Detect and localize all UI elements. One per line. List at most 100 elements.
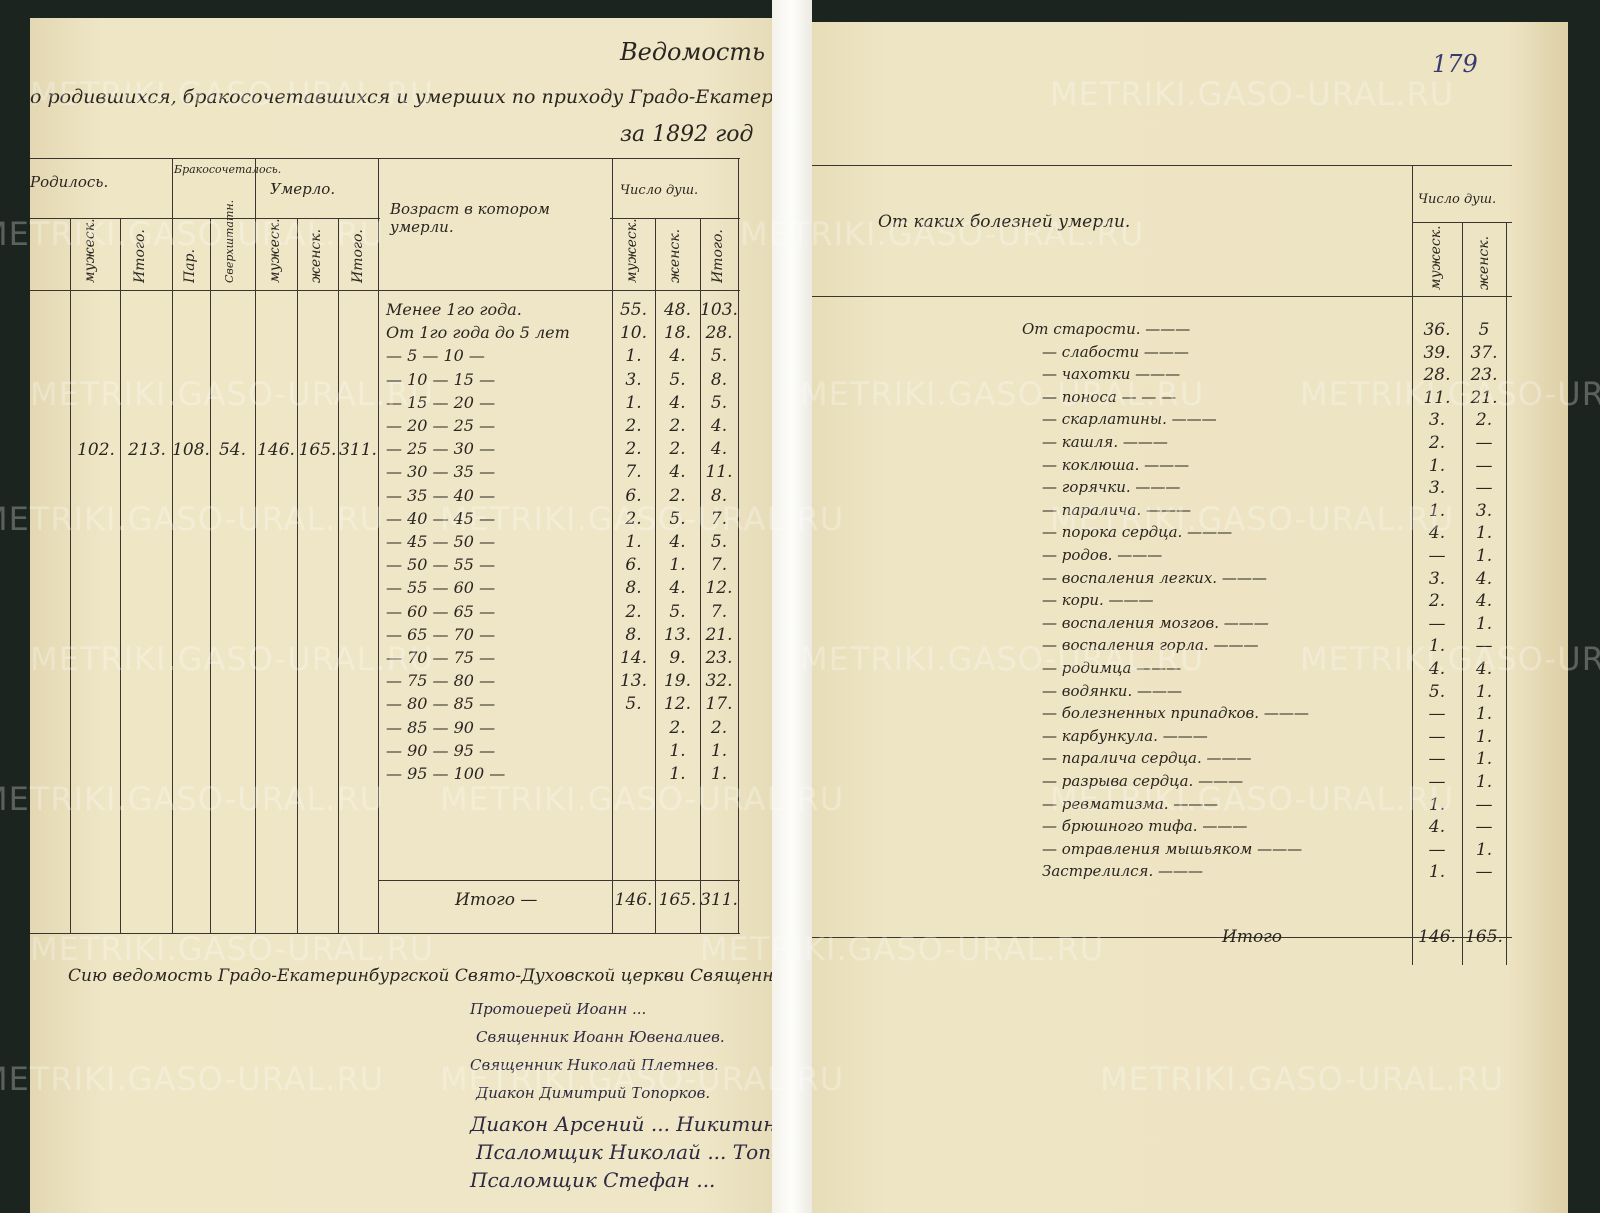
signature: Священник Николай Плетнев. xyxy=(470,1056,719,1074)
watermark-text: METRIKI.GASO-URAL.RU xyxy=(0,1060,385,1098)
disease-name: — карбункула. ——— xyxy=(1042,726,1208,745)
disease-name: — кашля. ——— xyxy=(1042,433,1168,451)
died-female: 165. xyxy=(298,440,337,460)
count-female: — xyxy=(1475,862,1493,883)
count-total: 32. xyxy=(705,671,733,692)
age-range: — 10 — 15 — xyxy=(386,369,496,389)
count-female: 5. xyxy=(669,369,686,390)
header-born: Родилось. xyxy=(30,173,109,191)
count-male: 5. xyxy=(625,694,642,715)
count-male: 6. xyxy=(625,485,642,506)
watermark-text: METRIKI.GASO-URAL.RU xyxy=(0,780,385,818)
header-died: Умерло. xyxy=(270,180,336,198)
age-range: От 1го года до 5 лет xyxy=(386,323,570,343)
count-total: 28. xyxy=(705,323,733,344)
count-total: 12. xyxy=(705,578,733,599)
disease-name: — порока сердца. ——— xyxy=(1042,523,1233,542)
watermark-text: METRIKI.GASO-URAL.RU xyxy=(1050,500,1455,538)
count-female: 1. xyxy=(669,555,686,576)
count-male: 10. xyxy=(619,323,648,344)
count-female: 3. xyxy=(1475,500,1493,521)
age-range: — 40 — 45 — xyxy=(386,508,496,528)
count-total: 4. xyxy=(710,416,728,436)
count-total: 1. xyxy=(710,740,728,761)
subheader-right-female: женск. xyxy=(1476,235,1492,290)
count-female: 2. xyxy=(669,485,686,506)
count-male: 1. xyxy=(625,532,642,552)
count-male: 2. xyxy=(625,601,642,622)
count-male: 1. xyxy=(1428,794,1446,815)
count-female: 4. xyxy=(669,346,686,367)
watermark-text: METRIKI.GASO-URAL.RU xyxy=(740,215,1145,253)
right-total-male: 146. xyxy=(1418,927,1456,947)
count-male: 2. xyxy=(1428,591,1446,612)
disease-name: — горячки. ——— xyxy=(1042,478,1181,497)
count-female: 1. xyxy=(1475,726,1493,747)
disease-name: — чахотки ——— xyxy=(1042,365,1181,384)
disease-name: — паралича сердца. ——— xyxy=(1042,749,1252,768)
count-female: 2. xyxy=(669,439,686,460)
count-female: 12. xyxy=(663,694,692,715)
count-total: 21. xyxy=(705,624,733,645)
count-female: 4. xyxy=(669,462,686,483)
watermark-text: METRIKI.GASO-URAL.RU xyxy=(30,640,435,678)
count-male: 28. xyxy=(1423,365,1451,386)
count-male: 1. xyxy=(1428,455,1446,476)
age-range: — 80 — 85 — xyxy=(386,694,496,714)
age-range: — 30 — 35 — xyxy=(386,462,496,482)
age-range: — 90 — 95 — xyxy=(386,740,496,760)
count-total: 8. xyxy=(710,485,728,506)
watermark-text: METRIKI.GASO-URAL.RU xyxy=(1300,375,1600,413)
born-total: 213. xyxy=(128,440,166,460)
age-range: — 65 — 70 — xyxy=(386,624,496,644)
signature: Диакон Димитрий Топорков. xyxy=(476,1084,711,1102)
age-range: — 15 — 20 — xyxy=(386,392,496,412)
count-female: 4. xyxy=(669,532,686,552)
count-female: 5 xyxy=(1478,320,1490,340)
count-female: 4. xyxy=(1475,568,1493,589)
count-total: 7. xyxy=(710,601,728,622)
count-female: 2. xyxy=(669,416,686,436)
count-total: 5. xyxy=(710,346,728,367)
count-female: 9. xyxy=(669,648,686,668)
count-female: — xyxy=(1475,817,1493,838)
signature: Священник Иоанн Ювеналиев. xyxy=(476,1028,725,1046)
count-male: 7. xyxy=(625,462,642,483)
count-male: 39. xyxy=(1423,342,1451,363)
count-male: — xyxy=(1428,772,1446,792)
disease-name: — поноса — — — xyxy=(1042,387,1177,406)
count-female: 5. xyxy=(669,601,686,622)
disease-name: — коклюша. ——— xyxy=(1042,455,1190,474)
count-female: 1. xyxy=(1475,681,1493,702)
age-range: — 75 — 80 — xyxy=(386,671,496,691)
count-female: — xyxy=(1475,478,1493,499)
married-pairs: 108. xyxy=(172,440,210,460)
age-range: — 25 — 30 — xyxy=(386,439,496,459)
right-total-label: Итого xyxy=(1222,927,1283,947)
count-male: 1. xyxy=(1428,500,1446,521)
count-male: 3. xyxy=(625,369,642,390)
watermark-text: METRIKI.GASO-URAL.RU xyxy=(440,780,845,818)
count-male: 6. xyxy=(625,555,642,576)
disease-name: — скарлатины. ——— xyxy=(1042,410,1217,429)
watermark-text: METRIKI.GASO-URAL.RU xyxy=(30,375,435,413)
count-total: 7. xyxy=(710,555,728,576)
subheader-count-total: Итого. xyxy=(710,229,726,283)
count-male: 1. xyxy=(625,346,642,367)
married-other: 54. xyxy=(218,440,247,460)
watermark-text: METRIKI.GASO-URAL.RU xyxy=(1100,1060,1505,1098)
document-title: Ведомость xyxy=(620,38,766,66)
count-total: 5. xyxy=(710,532,728,552)
count-male: 3. xyxy=(1428,410,1446,431)
count-male: 14. xyxy=(619,648,648,668)
count-female: 19. xyxy=(663,671,692,692)
count-female: 13. xyxy=(663,624,692,645)
age-range: — 35 — 40 — xyxy=(386,485,496,505)
count-male: — xyxy=(1428,749,1446,770)
count-female: 1. xyxy=(669,740,686,761)
left-total-male: 146. xyxy=(614,890,653,910)
count-male: 2. xyxy=(625,508,642,529)
count-male: 1. xyxy=(625,392,642,413)
count-male: 1. xyxy=(1428,636,1446,657)
watermark-text: METRIKI.GASO-URAL.RU xyxy=(0,215,385,253)
